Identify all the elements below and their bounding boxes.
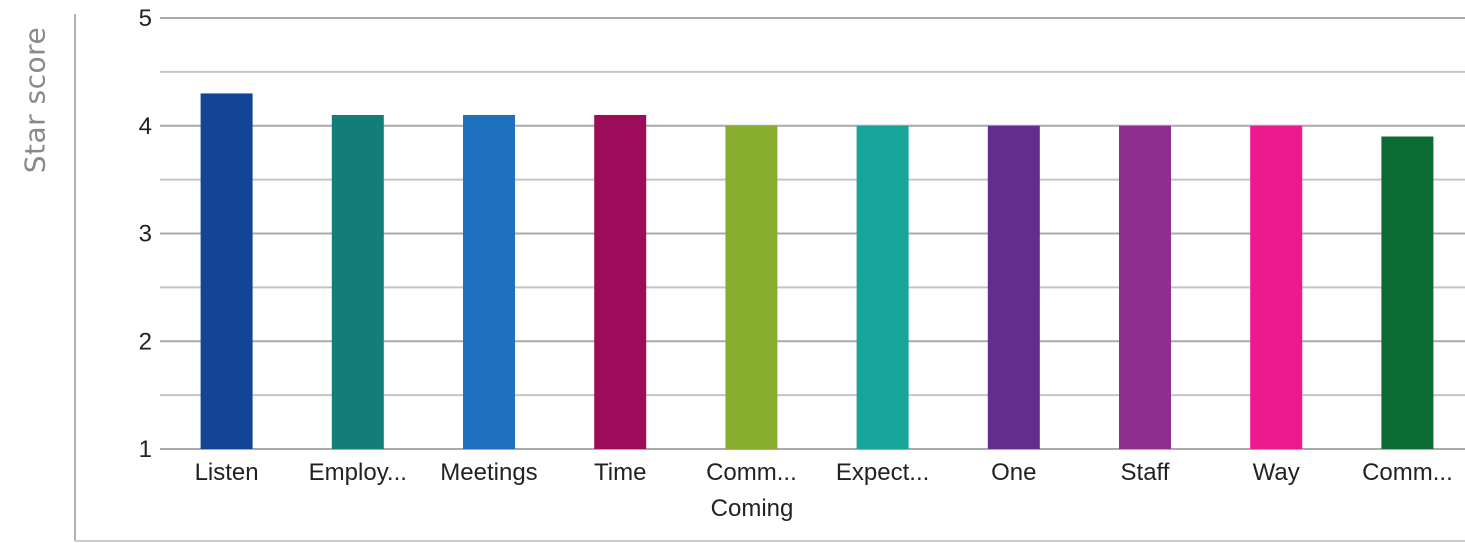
bar-meetings [463, 114, 515, 449]
bar-one [987, 125, 1040, 449]
bar-comm [1381, 136, 1434, 449]
x-tick-label: Staff [1121, 459, 1170, 486]
bar-staff [1119, 125, 1171, 449]
x-tick-label: Expect... [836, 459, 929, 486]
bar-employ [331, 114, 384, 449]
x-tick-label: Way [1253, 459, 1300, 486]
bar-listen [200, 93, 253, 450]
x-tick-label: Comm... [706, 459, 797, 486]
x-tick-label: Meetings [440, 459, 537, 486]
bar-time [594, 114, 647, 449]
y-tick-label: 3 [139, 221, 152, 248]
x-tick-label: Comm... [1362, 459, 1453, 486]
y-tick-label: 2 [139, 328, 152, 355]
bar-comm [725, 125, 778, 449]
x-tick-label: Listen [195, 459, 259, 486]
x-tick-label: One [991, 459, 1036, 486]
y-tick-label: 1 [139, 436, 152, 463]
x-axis-title: Coming [711, 495, 794, 522]
y-tick-label: 5 [139, 5, 152, 32]
x-tick-label: Employ... [309, 459, 407, 486]
bar-way [1250, 125, 1303, 449]
x-tick-label: Time [594, 459, 646, 486]
y-tick-label: 4 [139, 113, 152, 140]
bar-expect [856, 125, 909, 449]
